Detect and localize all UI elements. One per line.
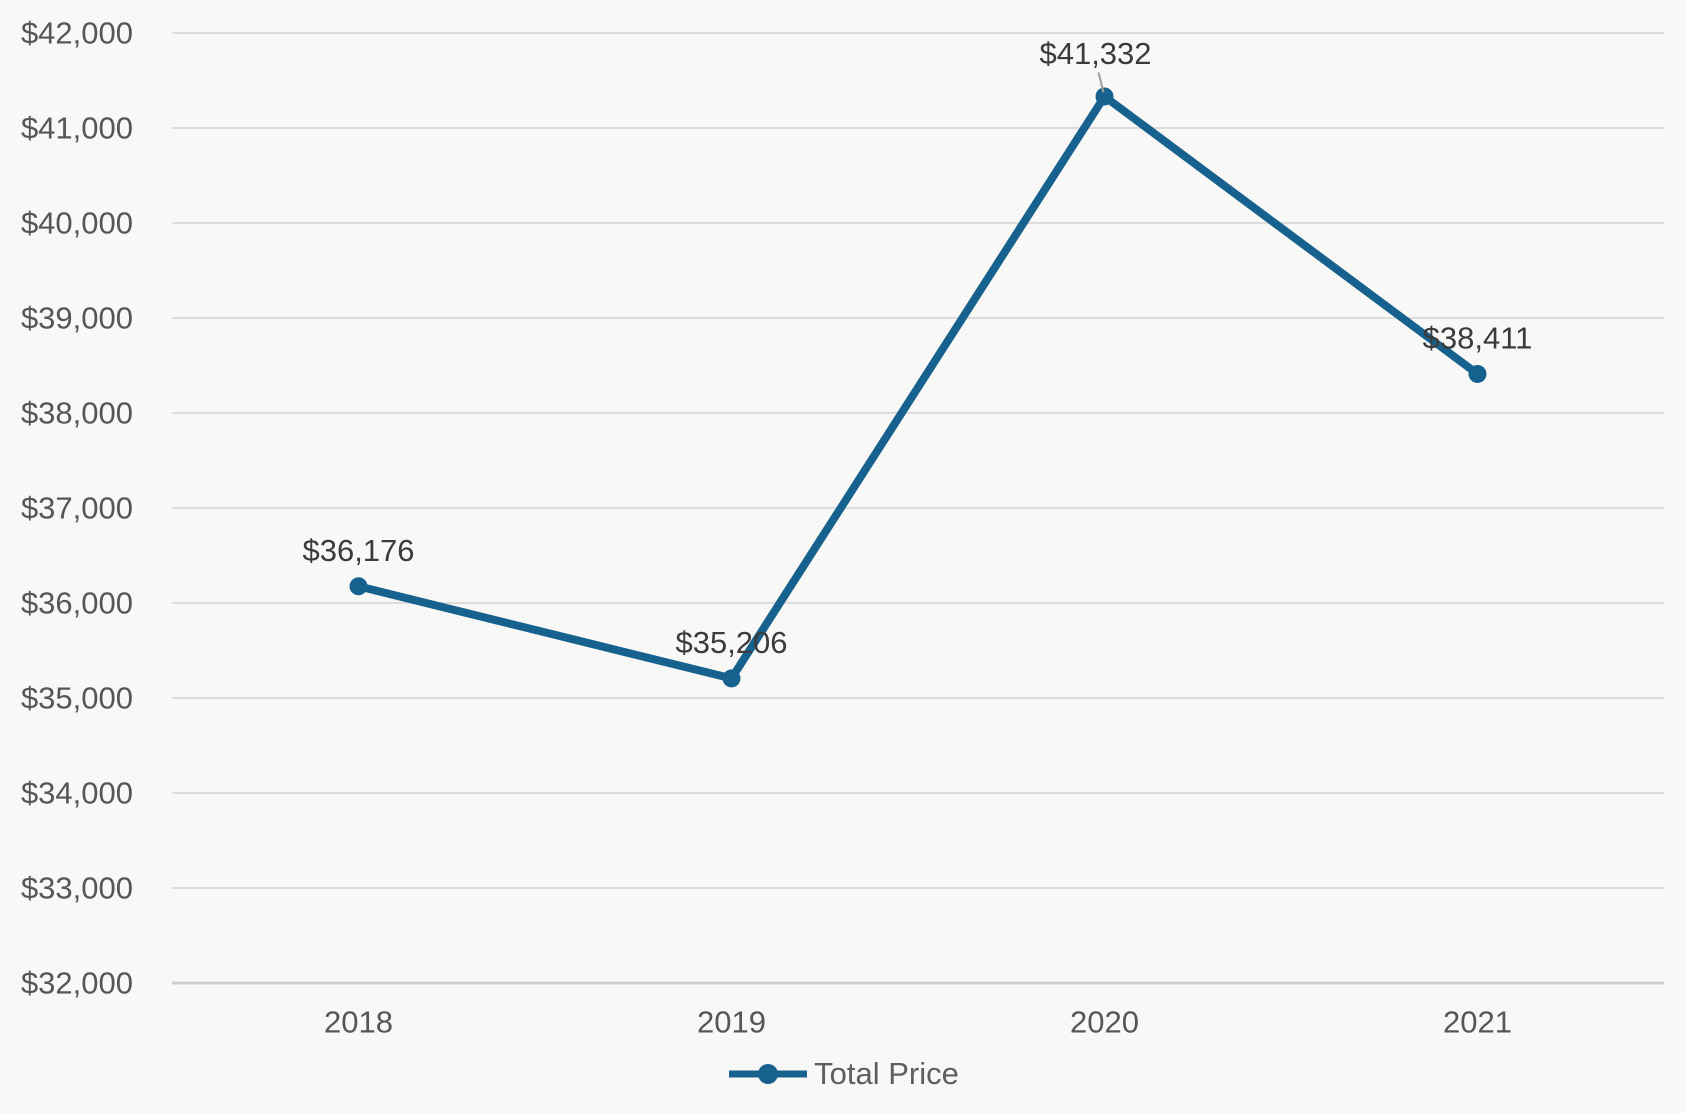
y-tick-label: $35,000 xyxy=(21,681,133,716)
y-tick-label: $38,000 xyxy=(21,396,133,431)
y-tick-label: $34,000 xyxy=(21,776,133,811)
y-tick-label: $37,000 xyxy=(21,491,133,526)
y-tick-label: $39,000 xyxy=(21,301,133,336)
legend-dot-icon xyxy=(758,1063,779,1084)
data-point[interactable] xyxy=(1468,364,1487,383)
y-tick-label: $41,000 xyxy=(21,111,133,146)
data-point[interactable] xyxy=(1095,87,1114,106)
data-point[interactable] xyxy=(722,669,741,688)
data-point-label: $35,206 xyxy=(675,625,787,660)
x-tick-label: 2021 xyxy=(1443,1005,1512,1040)
x-tick-label: 2019 xyxy=(697,1005,766,1040)
data-point-label: $38,411 xyxy=(1423,320,1533,355)
legend: Total Price xyxy=(0,1058,1686,1089)
data-point-label: $36,176 xyxy=(302,533,414,568)
legend-marker xyxy=(729,1063,808,1084)
y-tick-label: $40,000 xyxy=(21,206,133,241)
y-tick-label: $36,000 xyxy=(21,586,133,621)
x-tick-label: 2020 xyxy=(1070,1005,1139,1040)
y-tick-label: $42,000 xyxy=(21,16,133,51)
label-leader-line xyxy=(1097,72,1105,93)
x-tick-label: 2018 xyxy=(324,1005,393,1040)
data-point[interactable] xyxy=(349,577,368,596)
y-tick-label: $32,000 xyxy=(21,966,133,1001)
data-point-label: $41,332 xyxy=(1039,36,1151,71)
legend-label: Total Price xyxy=(814,1056,959,1091)
series-line xyxy=(357,90,1480,684)
y-tick-label: $33,000 xyxy=(21,871,133,906)
